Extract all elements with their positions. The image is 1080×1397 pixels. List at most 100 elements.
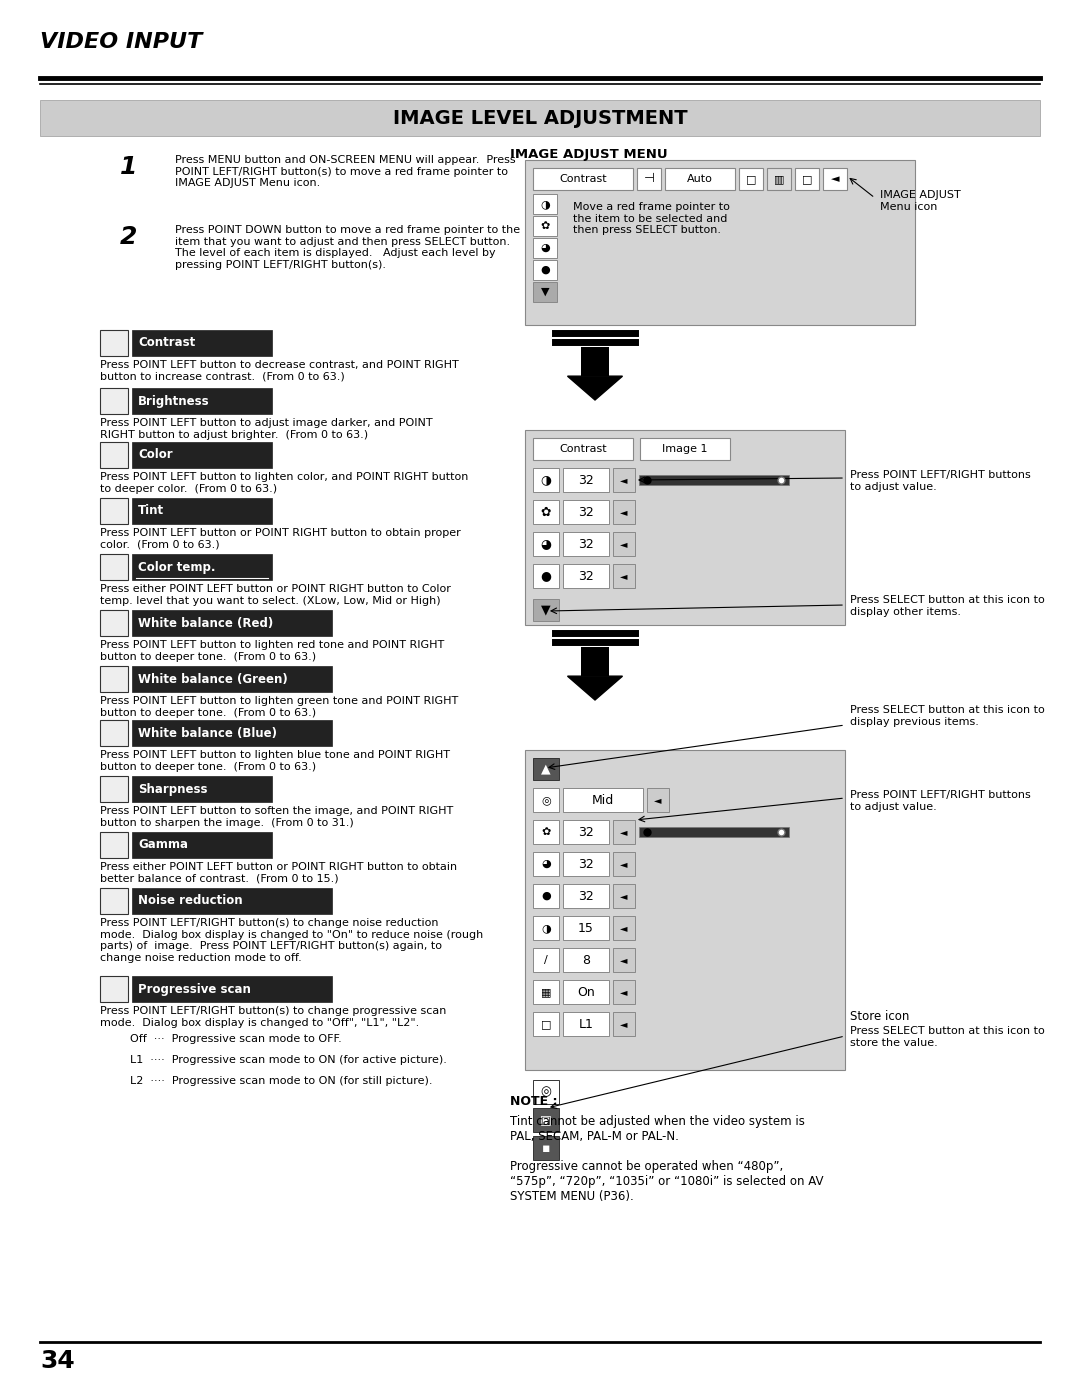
- Text: Press POINT LEFT button to lighten blue tone and POINT RIGHT
button to deeper to: Press POINT LEFT button to lighten blue …: [100, 750, 450, 771]
- Text: Press POINT LEFT/RIGHT buttons
to adjust value.: Press POINT LEFT/RIGHT buttons to adjust…: [850, 789, 1030, 812]
- Text: 1: 1: [120, 155, 137, 179]
- Bar: [563, 949, 609, 972]
- Text: ●: ●: [540, 265, 550, 275]
- Text: ◄: ◄: [620, 507, 627, 517]
- Bar: [534, 1011, 559, 1037]
- Text: Press SELECT button at this icon to
display other items.: Press SELECT button at this icon to disp…: [850, 595, 1044, 616]
- Bar: [613, 884, 635, 908]
- Bar: [132, 497, 272, 524]
- Text: Press POINT LEFT/RIGHT button(s) to change noise reduction
mode.  Dialog box dis: Press POINT LEFT/RIGHT button(s) to chan…: [100, 918, 483, 963]
- Bar: [100, 719, 129, 746]
- Text: Off  ···  Progressive scan mode to OFF.: Off ··· Progressive scan mode to OFF.: [130, 1034, 341, 1044]
- Text: Store icon: Store icon: [850, 1010, 909, 1023]
- Bar: [100, 388, 129, 414]
- Bar: [665, 168, 735, 190]
- Bar: [534, 1108, 559, 1132]
- Bar: [563, 852, 609, 876]
- Bar: [613, 564, 635, 588]
- Text: ✿: ✿: [541, 827, 551, 837]
- Text: Mid: Mid: [592, 793, 615, 806]
- Text: Press SELECT button at this icon to
store the value.: Press SELECT button at this icon to stor…: [850, 1025, 1044, 1048]
- Bar: [639, 475, 789, 485]
- Bar: [534, 237, 557, 258]
- Bar: [647, 788, 669, 812]
- Text: ◄: ◄: [620, 475, 627, 485]
- Bar: [613, 916, 635, 940]
- Bar: [534, 1080, 559, 1104]
- Text: Contrast: Contrast: [559, 175, 607, 184]
- Text: 32: 32: [578, 826, 594, 838]
- Text: /: /: [544, 956, 548, 965]
- Text: □: □: [746, 175, 756, 184]
- Text: Color: Color: [138, 448, 173, 461]
- Bar: [534, 564, 559, 588]
- Text: Press POINT LEFT/RIGHT buttons
to adjust value.: Press POINT LEFT/RIGHT buttons to adjust…: [850, 469, 1030, 492]
- Text: □: □: [541, 1018, 551, 1030]
- Bar: [132, 977, 332, 1002]
- Text: Press either POINT LEFT button or POINT RIGHT button to Color
temp. level that y: Press either POINT LEFT button or POINT …: [100, 584, 450, 606]
- Text: Tint: Tint: [138, 504, 164, 517]
- Text: ◑: ◑: [541, 474, 552, 486]
- Text: 32: 32: [578, 474, 594, 486]
- Text: ◄: ◄: [620, 923, 627, 933]
- Text: ◕: ◕: [541, 859, 551, 869]
- Text: ◄: ◄: [620, 1018, 627, 1030]
- Text: Contrast: Contrast: [559, 444, 607, 454]
- Bar: [795, 168, 819, 190]
- Text: IMAGE ADJUST
Menu icon: IMAGE ADJUST Menu icon: [880, 190, 961, 211]
- Text: ◄: ◄: [620, 571, 627, 581]
- Bar: [563, 981, 609, 1004]
- Text: ◕: ◕: [541, 538, 552, 550]
- Bar: [563, 500, 609, 524]
- Bar: [534, 217, 557, 236]
- Bar: [613, 468, 635, 492]
- Text: L1: L1: [579, 1017, 593, 1031]
- Text: IMAGE LEVEL ADJUSTMENT: IMAGE LEVEL ADJUSTMENT: [393, 109, 687, 127]
- Bar: [100, 775, 129, 802]
- Bar: [132, 330, 272, 356]
- Text: ◄: ◄: [620, 891, 627, 901]
- Bar: [613, 1011, 635, 1037]
- Text: White balance (Red): White balance (Red): [138, 616, 273, 630]
- Bar: [563, 468, 609, 492]
- Text: ◎: ◎: [541, 795, 551, 805]
- Text: Press POINT LEFT button to lighten green tone and POINT RIGHT
button to deeper t: Press POINT LEFT button to lighten green…: [100, 696, 458, 718]
- Text: L1  ····  Progressive scan mode to ON (for active picture).: L1 ···· Progressive scan mode to ON (for…: [130, 1055, 447, 1065]
- Bar: [132, 719, 332, 746]
- Bar: [132, 610, 332, 636]
- Bar: [132, 775, 272, 802]
- Text: Press POINT LEFT button to decrease contrast, and POINT RIGHT
button to increase: Press POINT LEFT button to decrease cont…: [100, 360, 459, 381]
- Text: ▥: ▥: [773, 175, 784, 184]
- Text: 34: 34: [40, 1350, 75, 1373]
- Text: ◄: ◄: [654, 795, 662, 805]
- Bar: [100, 666, 129, 692]
- Text: Press POINT LEFT/RIGHT button(s) to change progressive scan
mode.  Dialog box di: Press POINT LEFT/RIGHT button(s) to chan…: [100, 1006, 446, 1028]
- Bar: [534, 282, 557, 302]
- Bar: [613, 852, 635, 876]
- Bar: [823, 168, 847, 190]
- Bar: [613, 532, 635, 556]
- Bar: [132, 833, 272, 858]
- Text: On: On: [577, 985, 595, 999]
- Text: ▼: ▼: [541, 286, 550, 298]
- Text: Press SELECT button at this icon to
display previous items.: Press SELECT button at this icon to disp…: [850, 705, 1044, 726]
- Text: 32: 32: [578, 538, 594, 550]
- Text: Press POINT DOWN button to move a red frame pointer to the
item that you want to: Press POINT DOWN button to move a red fr…: [175, 225, 521, 270]
- Bar: [40, 101, 1040, 136]
- Text: Auto: Auto: [687, 175, 713, 184]
- Text: Tint cannot be adjusted when the video system is
PAL, SECAM, PAL-M or PAL-N.

Pr: Tint cannot be adjusted when the video s…: [510, 1115, 824, 1203]
- Bar: [581, 647, 609, 676]
- Text: IMAGE ADJUST MENU: IMAGE ADJUST MENU: [510, 148, 667, 161]
- Bar: [739, 168, 762, 190]
- Bar: [534, 884, 559, 908]
- Text: ◎: ◎: [541, 1085, 552, 1098]
- Text: ◄: ◄: [831, 175, 839, 184]
- Text: Progressive scan: Progressive scan: [138, 982, 251, 996]
- Bar: [637, 168, 661, 190]
- Bar: [639, 827, 789, 837]
- Bar: [581, 346, 609, 376]
- Text: Press POINT LEFT button or POINT RIGHT button to obtain proper
color.  (From 0 t: Press POINT LEFT button or POINT RIGHT b…: [100, 528, 461, 549]
- Text: Noise reduction: Noise reduction: [138, 894, 243, 908]
- Text: ◕: ◕: [540, 243, 550, 253]
- Bar: [767, 168, 791, 190]
